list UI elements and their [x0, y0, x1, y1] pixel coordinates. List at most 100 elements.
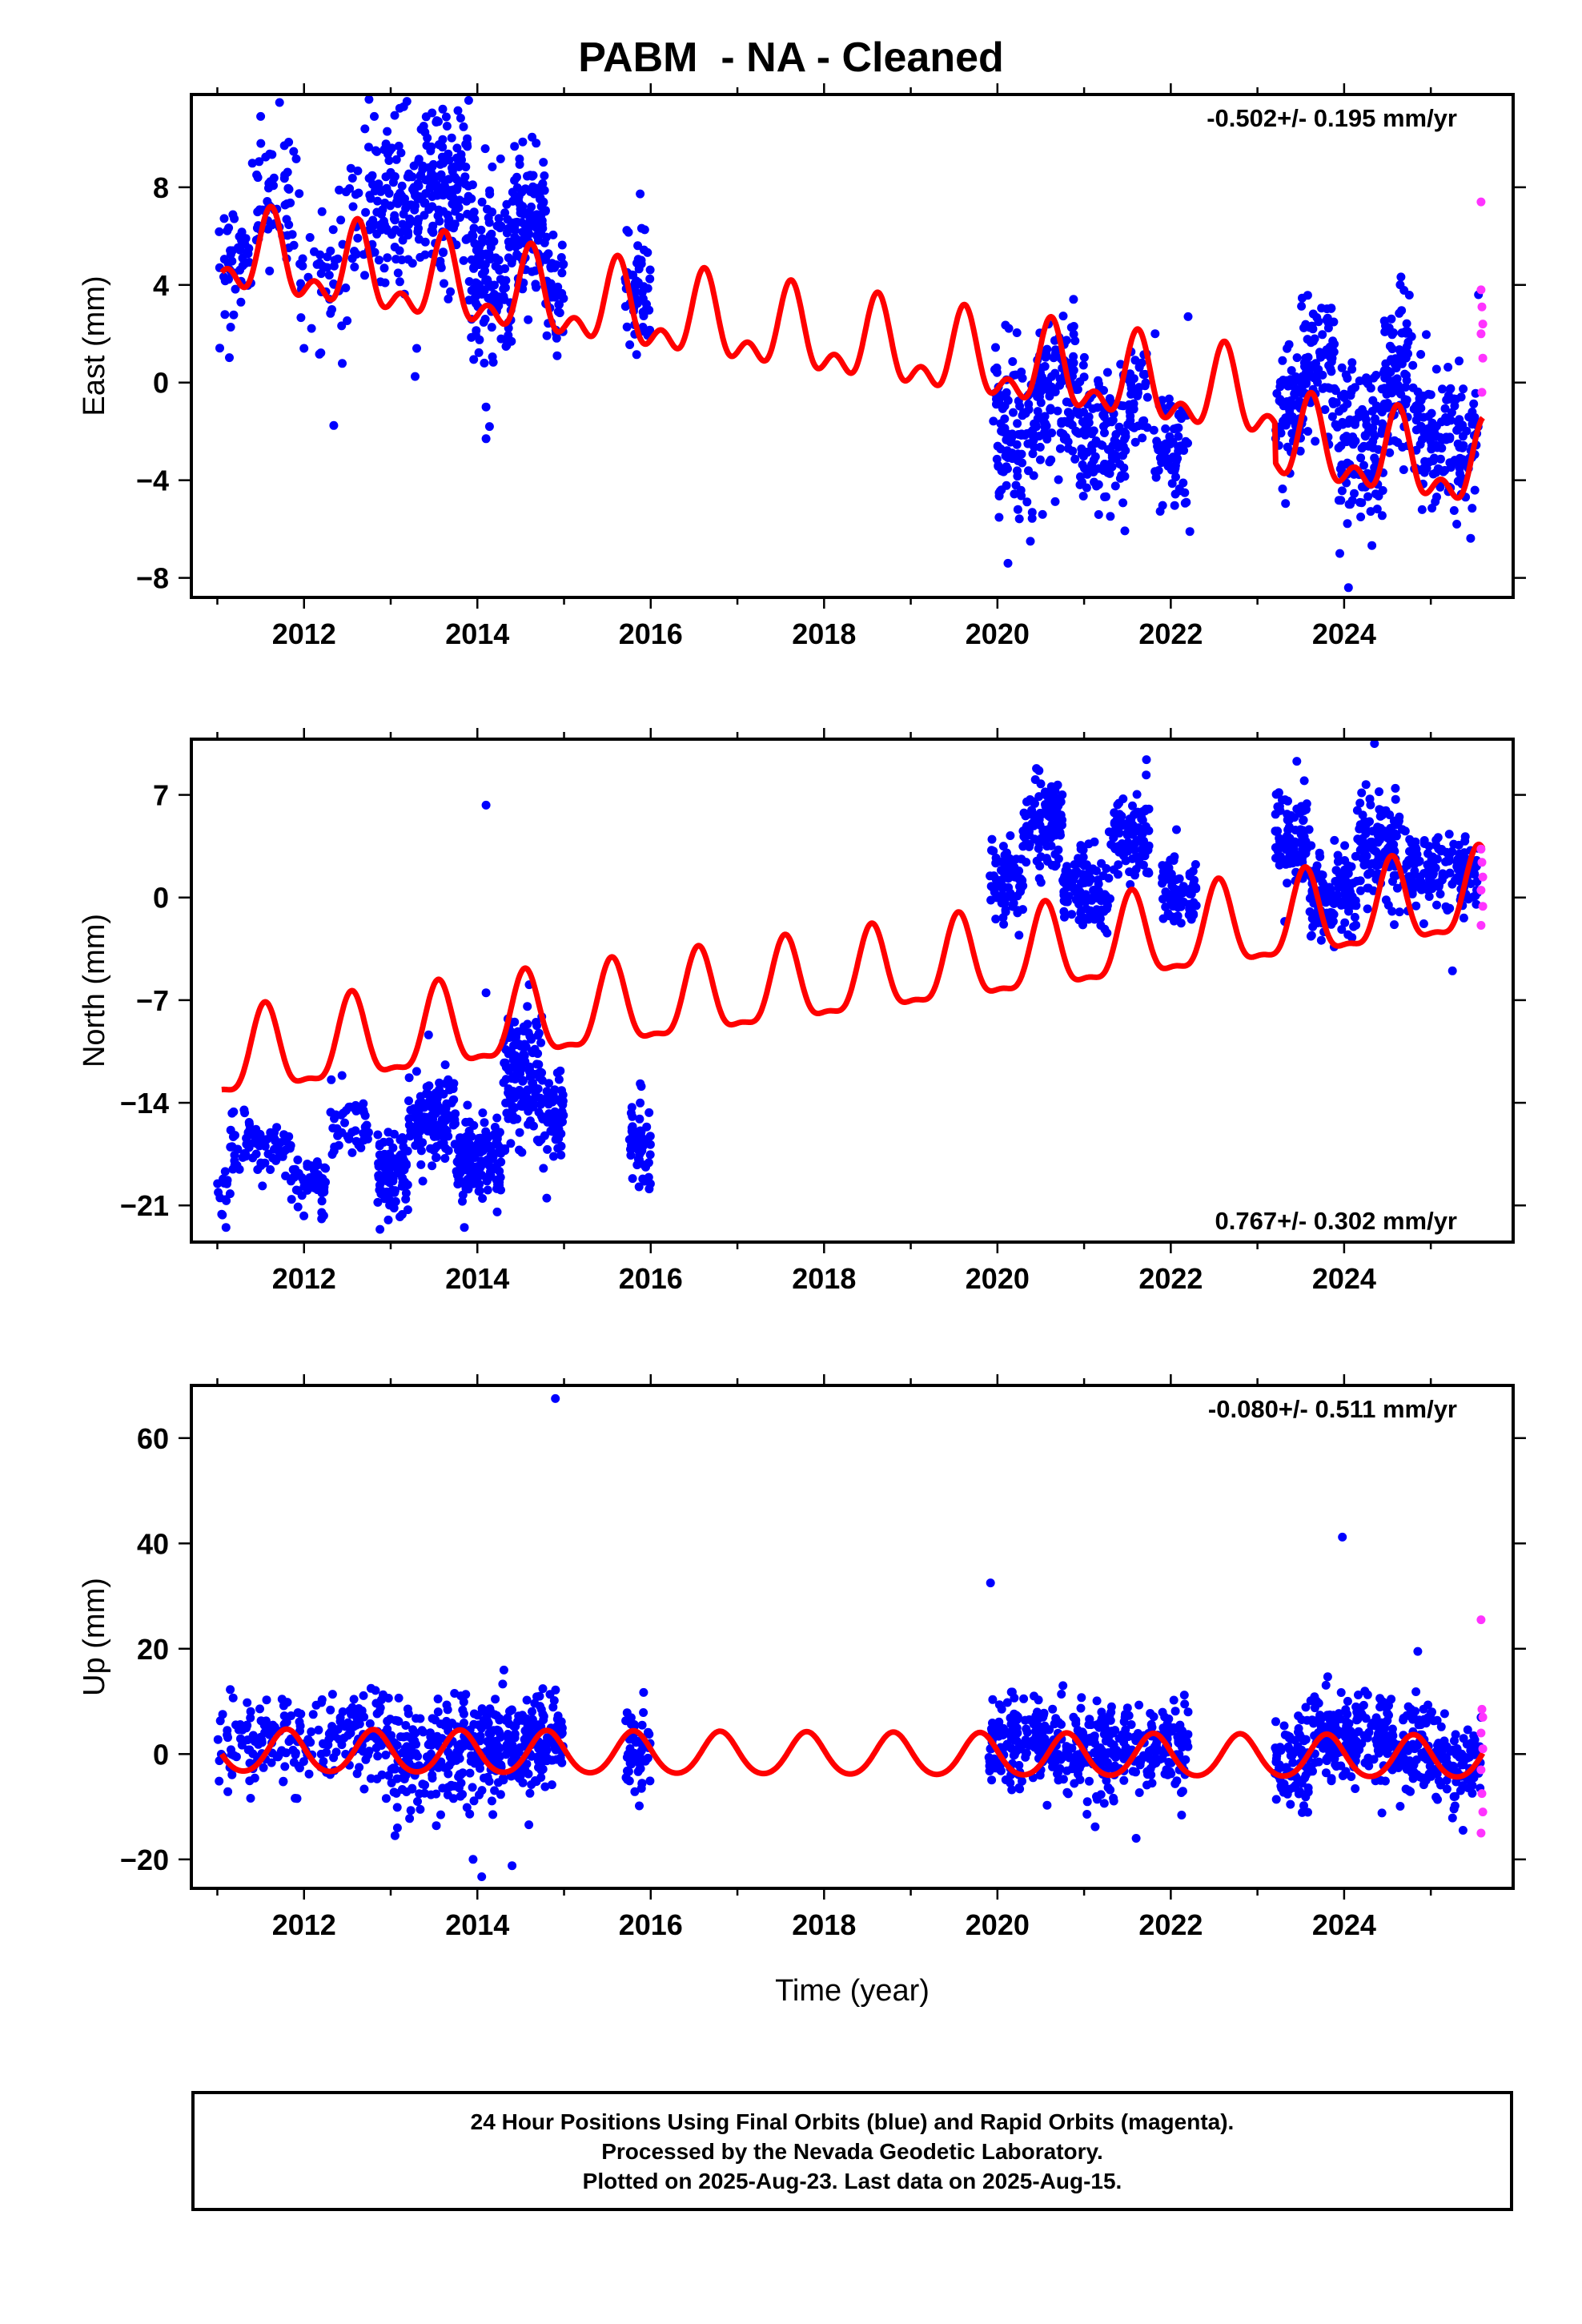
- final-orbit-point: [1377, 511, 1387, 521]
- final-orbit-point: [404, 1114, 414, 1124]
- final-orbit-point: [1396, 389, 1406, 399]
- final-orbit-point: [1343, 399, 1352, 408]
- final-orbit-point: [398, 1133, 407, 1142]
- final-orbit-point: [1047, 428, 1057, 438]
- final-orbit-point: [1441, 435, 1451, 444]
- final-orbit-point: [495, 1167, 504, 1176]
- final-orbit-point: [442, 1126, 452, 1136]
- final-orbit-point: [1337, 925, 1347, 935]
- final-orbit-point: [1428, 469, 1438, 479]
- final-orbit-point: [279, 1130, 288, 1140]
- final-orbit-point: [1441, 857, 1451, 866]
- final-orbit-point: [532, 139, 541, 148]
- final-orbit-point: [1106, 1715, 1115, 1725]
- final-orbit-point: [440, 1079, 450, 1088]
- final-orbit-point: [1324, 888, 1334, 898]
- final-orbit-point: [1068, 446, 1078, 456]
- final-orbit-point: [1126, 1720, 1136, 1729]
- final-orbit-point: [1355, 876, 1365, 886]
- final-orbit-point: [1162, 1719, 1172, 1728]
- final-orbit-point: [1118, 1730, 1127, 1739]
- final-orbit-point: [263, 224, 273, 234]
- final-orbit-point: [1036, 779, 1046, 789]
- final-orbit-point: [293, 1202, 303, 1212]
- final-orbit-point: [424, 1739, 434, 1748]
- final-orbit-point: [442, 122, 452, 131]
- final-orbit-point: [1069, 322, 1078, 331]
- final-orbit-point: [1161, 424, 1170, 433]
- x-tick-label: 2018: [792, 617, 856, 650]
- final-orbit-point: [492, 1207, 502, 1216]
- final-orbit-point: [644, 1730, 654, 1739]
- final-orbit-point: [505, 1707, 514, 1716]
- final-orbit-point: [366, 1683, 375, 1693]
- final-orbit-point: [383, 1168, 392, 1177]
- final-orbit-point: [295, 1763, 304, 1773]
- final-orbit-point: [459, 1742, 468, 1751]
- final-orbit-point: [370, 111, 379, 121]
- final-orbit-point: [1419, 839, 1429, 848]
- final-orbit-point: [1316, 935, 1326, 945]
- final-orbit-point: [467, 212, 476, 222]
- final-orbit-point: [1170, 501, 1179, 510]
- final-orbit-point: [1298, 293, 1307, 303]
- final-orbit-point: [247, 159, 257, 168]
- final-orbit-point: [1169, 424, 1178, 434]
- final-orbit-point: [539, 1096, 548, 1105]
- final-orbit-point: [1108, 1728, 1118, 1738]
- final-orbit-point: [636, 1098, 645, 1108]
- final-orbit-point: [1295, 1787, 1305, 1796]
- final-orbit-point: [524, 1820, 534, 1830]
- final-orbit-point: [1331, 866, 1341, 875]
- final-orbit-point: [1085, 1776, 1094, 1786]
- final-orbit-point: [1122, 828, 1132, 838]
- final-orbit-point: [639, 282, 648, 292]
- final-orbit-point: [1292, 757, 1302, 766]
- final-orbit-point: [630, 287, 640, 296]
- final-orbit-point: [375, 1224, 385, 1234]
- final-orbit-point: [390, 215, 400, 225]
- final-orbit-point: [555, 290, 564, 300]
- final-orbit-point: [387, 1185, 397, 1195]
- final-orbit-point: [1449, 394, 1459, 404]
- final-orbit-point: [440, 1721, 449, 1730]
- final-orbit-point: [1126, 819, 1135, 829]
- final-orbit-point: [485, 189, 495, 199]
- final-orbit-point: [552, 260, 561, 270]
- final-orbit-point: [455, 1175, 464, 1184]
- final-orbit-point: [234, 243, 243, 252]
- final-orbit-point: [1318, 330, 1327, 340]
- final-orbit-point: [1413, 410, 1423, 420]
- final-orbit-point: [419, 1727, 428, 1737]
- final-orbit-point: [1121, 446, 1130, 456]
- final-orbit-point: [289, 147, 299, 156]
- final-orbit-point: [1390, 436, 1399, 445]
- final-orbit-point: [1311, 436, 1320, 446]
- final-orbit-point: [326, 1727, 335, 1737]
- x-tick-label: 2014: [445, 1262, 509, 1295]
- final-orbit-point: [1328, 917, 1338, 926]
- final-orbit-point: [558, 1096, 568, 1106]
- final-orbit-point: [354, 1704, 363, 1713]
- final-orbit-point: [1094, 510, 1103, 519]
- final-orbit-point: [637, 1720, 647, 1730]
- final-orbit-point: [1371, 489, 1380, 499]
- final-orbit-point: [1284, 340, 1294, 349]
- final-orbit-point: [293, 1155, 303, 1164]
- final-orbit-point: [405, 1814, 415, 1823]
- final-orbit-point: [1271, 1754, 1281, 1763]
- final-orbit-point: [1455, 468, 1464, 478]
- final-orbit-point: [518, 1778, 528, 1787]
- final-orbit-point: [255, 157, 264, 167]
- final-orbit-point: [1094, 879, 1103, 889]
- final-orbit-point: [1064, 1751, 1074, 1760]
- final-orbit-point: [376, 1189, 386, 1199]
- final-orbit-point: [510, 1075, 520, 1084]
- final-orbit-point: [1163, 1770, 1173, 1779]
- model-fit-line: [219, 203, 1485, 501]
- final-orbit-point: [536, 1753, 545, 1763]
- final-orbit-point: [1134, 388, 1142, 398]
- final-orbit-point: [522, 1695, 532, 1705]
- plot-area-north: [213, 739, 1488, 1234]
- final-orbit-point: [404, 1120, 414, 1130]
